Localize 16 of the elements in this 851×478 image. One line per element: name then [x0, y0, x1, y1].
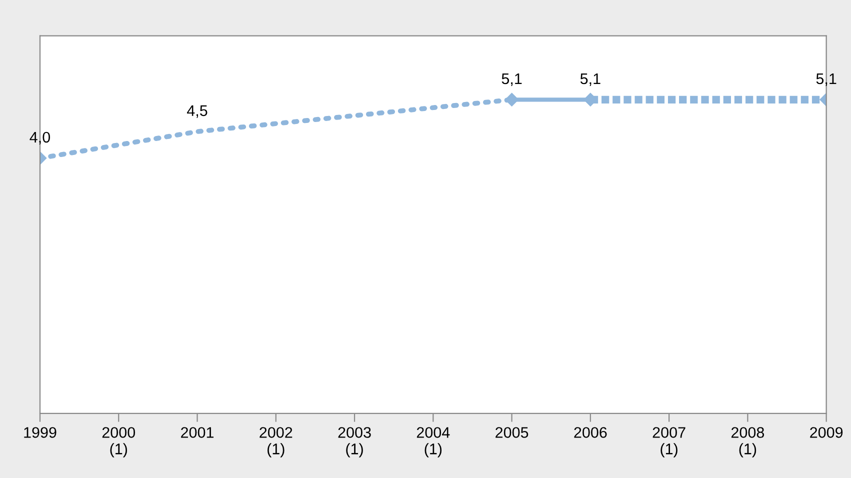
x-tick-label: 2005 — [496, 427, 528, 438]
data-label: 5,1 — [502, 73, 522, 86]
x-tick-label: 2001 — [181, 427, 214, 438]
x-tick-label: 2002 (1) — [260, 427, 292, 458]
x-tick-label: 2006 — [574, 427, 607, 438]
data-label: 4,0 — [30, 132, 50, 144]
x-tick-label: 2008 (1) — [731, 427, 764, 458]
x-tick-label: 2004 (1) — [416, 427, 450, 458]
data-label: 5,1 — [580, 73, 600, 86]
x-tick-label: 2003 (1) — [338, 427, 371, 458]
x-tick-label: 2007 (1) — [652, 427, 686, 458]
data-label: 4,5 — [186, 105, 208, 118]
data-label: 5,1 — [816, 73, 836, 86]
x-tick-label: 2000 (1) — [102, 427, 136, 458]
x-tick-label: 1999 — [24, 427, 56, 438]
x-tick-label: 2009 — [810, 427, 843, 438]
